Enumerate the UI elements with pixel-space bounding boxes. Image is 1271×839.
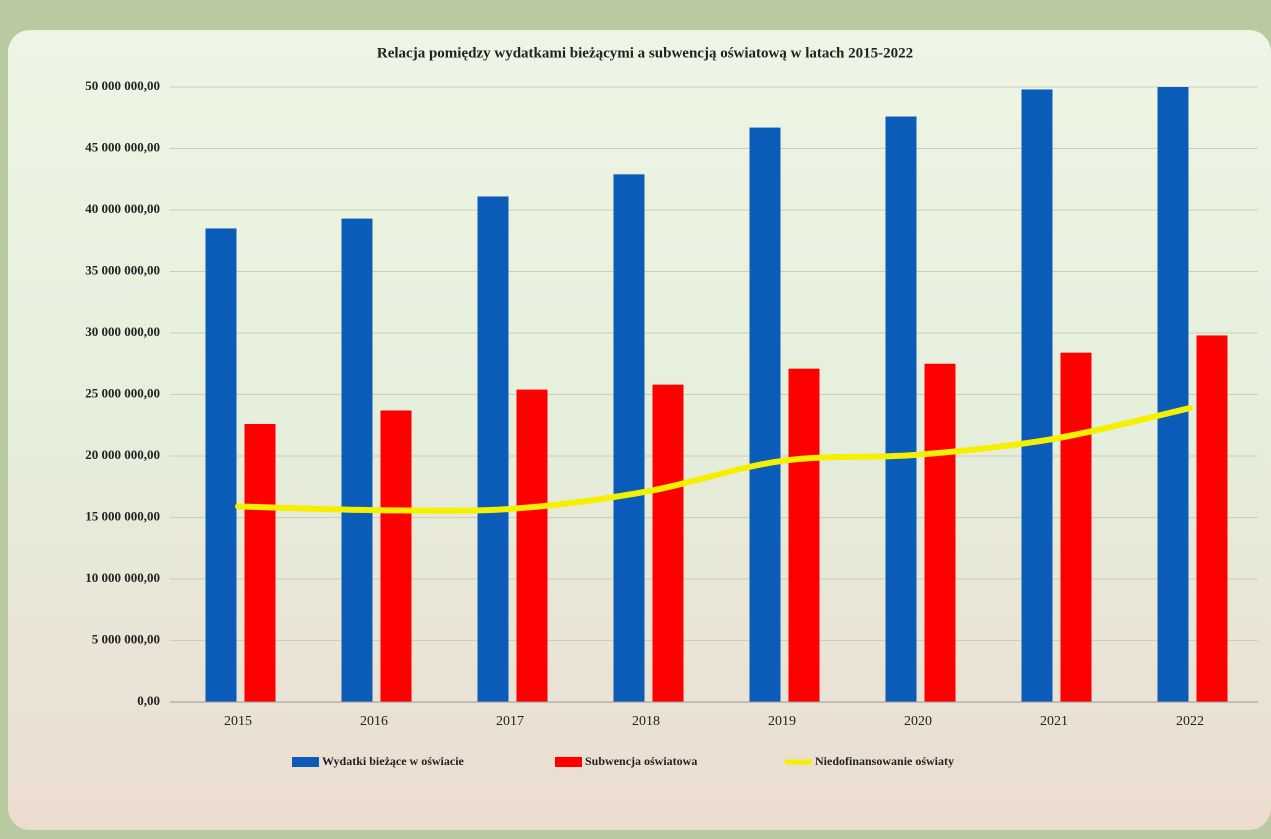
bar [244, 424, 276, 702]
bar [516, 389, 548, 702]
bar [205, 228, 237, 702]
x-tick-label: 2021 [1040, 714, 1068, 729]
bar [341, 218, 373, 703]
bar [380, 410, 412, 702]
bar [749, 127, 781, 703]
bar [885, 116, 917, 702]
bar [788, 368, 820, 702]
line [235, 405, 1193, 514]
bar [613, 174, 645, 702]
y-tick-label: 30 000 000,00 [85, 324, 160, 339]
y-tick-label: 5 000 000,00 [92, 631, 160, 646]
y-tick-label: 0,00 [137, 693, 160, 708]
bar [652, 384, 684, 702]
x-tick-label: 2022 [1176, 714, 1204, 729]
legend-label: Wydatki bieżące w oświacie [322, 754, 465, 768]
chart-title: Relacja pomiędzy wydatkami bieżącymi a s… [377, 45, 913, 61]
x-tick-label: 2018 [632, 714, 660, 729]
y-tick-label: 45 000 000,00 [85, 139, 160, 154]
x-tick-label: 2017 [496, 714, 524, 729]
y-tick-label: 20 000 000,00 [85, 447, 160, 462]
x-tick-label: 2015 [224, 714, 252, 729]
bar [477, 196, 509, 702]
x-tick-label: 2020 [904, 714, 932, 729]
legend-swatch [555, 757, 582, 767]
y-tick-label: 10 000 000,00 [85, 570, 160, 585]
bar [924, 363, 956, 702]
bar [1196, 335, 1228, 702]
y-tick-label: 15 000 000,00 [85, 508, 160, 523]
x-tick-label: 2016 [360, 714, 388, 729]
bar [1157, 87, 1189, 702]
legend-label: Subwencja oświatowa [585, 754, 697, 768]
legend-label: Niedofinansowanie oświaty [815, 754, 954, 768]
y-tick-label: 35 000 000,00 [85, 262, 160, 277]
bar [1021, 89, 1053, 702]
x-tick-label: 2019 [768, 714, 796, 729]
y-tick-label: 40 000 000,00 [85, 201, 160, 216]
bar [1060, 352, 1092, 702]
legend-swatch [292, 757, 319, 767]
y-tick-label: 25 000 000,00 [85, 385, 160, 400]
y-tick-label: 50 000 000,00 [85, 78, 160, 93]
